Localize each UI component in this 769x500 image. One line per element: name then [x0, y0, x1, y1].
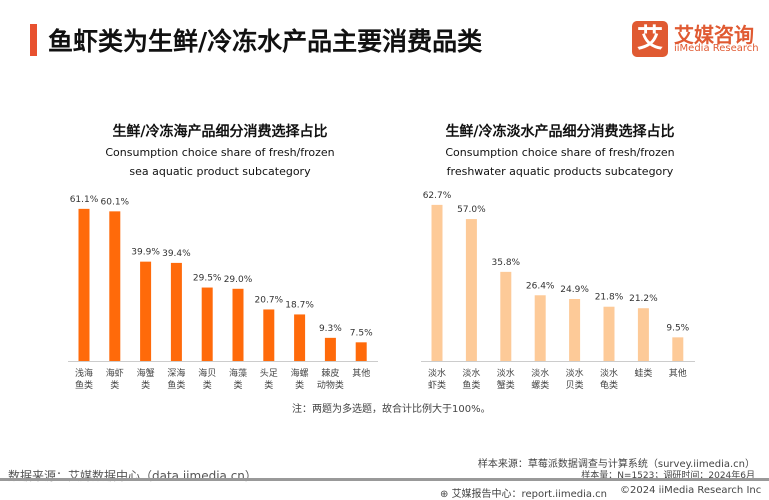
- category-label: 鱼类: [75, 379, 93, 391]
- category-label: 淡水: [600, 367, 618, 379]
- bar: [465, 219, 477, 361]
- bar: [672, 337, 684, 361]
- data-source: 数据来源：艾媒数据中心（data.iimedia.cn）: [8, 469, 257, 483]
- title-accent-bar: [30, 24, 37, 56]
- category-label: 头足: [260, 368, 278, 379]
- report-center: ⊕ 艾媒报告中心：report.iimedia.cn: [440, 485, 607, 500]
- bar: [603, 306, 615, 361]
- data-label: 21.2%: [629, 294, 658, 304]
- data-label: 29.0%: [224, 275, 253, 285]
- data-label: 9.5%: [666, 323, 689, 333]
- category-label: 海藻: [229, 367, 247, 379]
- data-label: 18.7%: [285, 300, 314, 310]
- data-label: 61.1%: [70, 195, 99, 205]
- bar: [109, 211, 121, 361]
- data-label: 57.0%: [457, 205, 486, 215]
- category-label: 海贝: [198, 367, 216, 379]
- data-label: 26.4%: [526, 281, 555, 291]
- category-label: 蟹类: [497, 379, 515, 391]
- bar: [232, 288, 244, 361]
- chart-subtitle-left: Consumption choice share of fresh/frozen…: [105, 146, 335, 178]
- charts-svg: 61.1%浅海鱼类60.1%海虾类39.9%海蟹类39.4%深海鱼类29.5%海…: [68, 191, 695, 391]
- globe-icon: ⊕: [440, 489, 452, 500]
- logo-text-cn: 艾媒咨询: [674, 23, 754, 47]
- category-label: 深海: [167, 367, 185, 379]
- logo-icon: 艾: [632, 21, 668, 57]
- data-label: 20.7%: [255, 295, 284, 305]
- note: 注：两题为多选题，故合计比例大于100%。: [292, 404, 491, 415]
- category-label: 类: [203, 379, 212, 391]
- category-label: 浅海: [75, 367, 93, 379]
- category-label: 鱼类: [167, 379, 185, 391]
- category-label: 蛙类: [634, 367, 652, 379]
- logo-text-en: iiMedia Research: [674, 43, 759, 54]
- category-label: 龟类: [600, 379, 618, 391]
- category-label: 其他: [352, 367, 370, 379]
- sample-size: 样本量：N=1523；调研时间：2024年6月: [581, 471, 755, 481]
- chart-subtitle-right: Consumption choice share of fresh/frozen…: [445, 146, 675, 178]
- bar: [324, 337, 336, 361]
- data-label: 29.5%: [193, 274, 222, 284]
- bar: [431, 204, 443, 361]
- category-label: 类: [295, 379, 304, 391]
- category-label: 虾类: [428, 379, 446, 391]
- sample-source: 样本来源：草莓派数据调查与计算系统（survey.iimedia.cn）: [477, 459, 755, 470]
- category-label: 淡水: [462, 367, 480, 379]
- data-label: 9.3%: [319, 324, 342, 334]
- footer-divider: [0, 478, 769, 481]
- copyright: ©2024 iiMedia Research Inc: [620, 485, 762, 496]
- category-label: 贝类: [566, 379, 584, 391]
- data-label: 24.9%: [560, 285, 589, 295]
- category-label: 海螺: [291, 367, 309, 379]
- category-label: 类: [110, 379, 119, 391]
- category-label: 类: [264, 379, 273, 391]
- category-label: 海虾: [106, 367, 124, 379]
- data-label: 7.5%: [350, 328, 373, 338]
- report-link[interactable]: 艾媒报告中心：report.iimedia.cn: [451, 489, 608, 500]
- category-label: 类: [233, 379, 242, 391]
- bar: [170, 262, 182, 361]
- category-label: 棘皮: [321, 367, 339, 379]
- bar: [294, 314, 306, 361]
- bar: [500, 271, 512, 361]
- chart-title-right: 生鲜/冷冻淡水产品细分消费选择占比: [445, 124, 675, 140]
- data-label: 39.9%: [131, 248, 160, 258]
- bar: [534, 295, 546, 361]
- category-label: 淡水: [531, 367, 549, 379]
- bar: [569, 298, 581, 361]
- category-label: 类: [141, 379, 150, 391]
- chart-title-left: 生鲜/冷冻海产品细分消费选择占比: [112, 124, 328, 140]
- data-label: 35.8%: [492, 258, 521, 268]
- page-title: 鱼虾类为生鲜/冷冻水产品主要消费品类: [48, 27, 483, 56]
- data-label: 21.8%: [595, 293, 624, 303]
- category-label: 动物类: [317, 379, 344, 391]
- category-label: 鱼类: [462, 379, 480, 391]
- bar: [263, 309, 275, 361]
- category-label: 淡水: [566, 367, 584, 379]
- bar: [201, 287, 213, 361]
- category-label: 淡水: [497, 367, 515, 379]
- category-label: 螺类: [531, 379, 549, 391]
- bar: [637, 308, 649, 361]
- data-label: 60.1%: [101, 197, 130, 207]
- bar: [355, 342, 367, 361]
- bar: [140, 261, 152, 361]
- bar: [78, 208, 90, 361]
- category-label: 其他: [669, 367, 687, 379]
- data-label: 62.7%: [423, 191, 452, 201]
- category-label: 海蟹: [137, 367, 155, 379]
- data-label: 39.4%: [162, 249, 191, 259]
- category-label: 淡水: [428, 367, 446, 379]
